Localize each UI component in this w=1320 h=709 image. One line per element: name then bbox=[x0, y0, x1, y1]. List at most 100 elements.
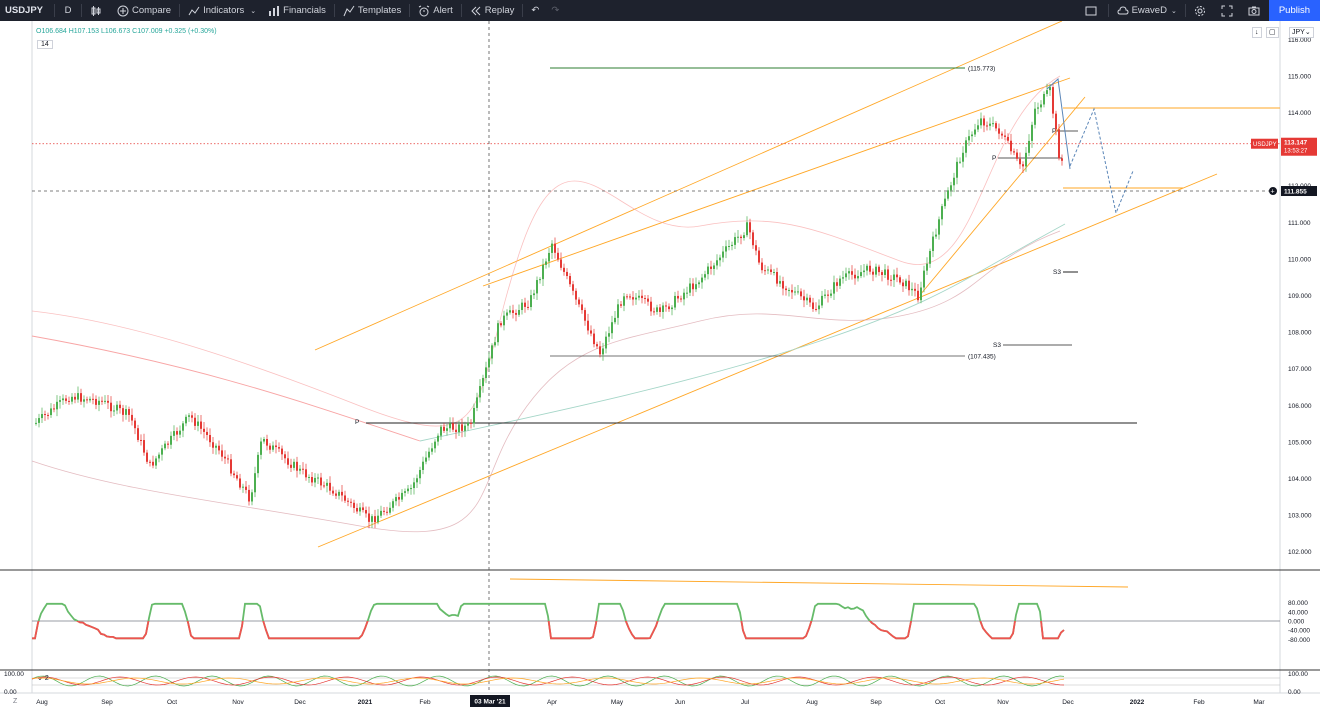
undo-button[interactable]: ↶ bbox=[525, 0, 545, 21]
replay-button[interactable]: Replay bbox=[464, 0, 521, 21]
candle-body bbox=[443, 426, 445, 431]
oscillator-tick-label: 0.000 bbox=[1288, 619, 1305, 626]
candle-body bbox=[779, 281, 781, 284]
candle-body bbox=[44, 414, 46, 416]
compare-button[interactable]: Compare bbox=[111, 0, 177, 21]
candle-body bbox=[218, 445, 220, 451]
candle-body bbox=[245, 486, 247, 490]
toolbar-divider bbox=[54, 4, 55, 17]
price-tick-label: 102.000 bbox=[1288, 549, 1312, 556]
layout-name-button[interactable]: EwaveD ⌄ bbox=[1111, 0, 1183, 21]
candle-body bbox=[986, 125, 988, 127]
crosshair-plus-glyph: + bbox=[1271, 189, 1275, 196]
candle-body bbox=[512, 310, 514, 313]
candle-body bbox=[203, 428, 205, 432]
financials-button[interactable]: Financials bbox=[262, 0, 332, 21]
candle-body bbox=[68, 400, 70, 402]
pivot-mid-label: P bbox=[992, 155, 996, 162]
candle-body bbox=[785, 288, 787, 291]
candle-body bbox=[704, 274, 706, 278]
undo-icon: ↶ bbox=[531, 5, 540, 16]
indicators-button[interactable]: Indicators ⌄ bbox=[182, 0, 262, 21]
candle-body bbox=[464, 425, 466, 431]
candle-body bbox=[950, 185, 952, 191]
candle-body bbox=[716, 260, 718, 266]
candle-body bbox=[737, 236, 739, 238]
symbol-search[interactable]: USDJPY bbox=[5, 5, 44, 16]
candle-body bbox=[926, 263, 928, 271]
candle-body bbox=[800, 291, 802, 297]
time-tick-label: Sep bbox=[101, 699, 113, 706]
templates-button[interactable]: Templates bbox=[337, 0, 407, 21]
candle-body bbox=[821, 295, 823, 306]
bollinger-band-lower bbox=[31, 230, 1061, 533]
candle-body bbox=[509, 310, 511, 313]
candle-body bbox=[839, 278, 841, 286]
time-tick-label: 2021 bbox=[358, 699, 373, 706]
time-tick-label: Oct bbox=[167, 699, 177, 706]
price-tick-label: 115.000 bbox=[1288, 73, 1311, 80]
toolbar-divider bbox=[81, 4, 82, 17]
candle-body bbox=[344, 495, 346, 501]
countdown-label: 13:53:27 bbox=[1284, 149, 1308, 155]
scroll-down-button[interactable]: ↓ bbox=[1252, 27, 1262, 38]
s3-upper-label: S3 bbox=[1053, 269, 1061, 276]
candle-body bbox=[602, 348, 604, 355]
candle-body bbox=[158, 454, 160, 459]
settings-button[interactable] bbox=[1188, 0, 1215, 21]
candle-body bbox=[590, 330, 592, 334]
redo-button[interactable]: ↷ bbox=[545, 0, 565, 21]
candle-body bbox=[971, 134, 973, 137]
crosshair-price-tag bbox=[1281, 186, 1317, 197]
price-tick-label: 108.000 bbox=[1288, 330, 1312, 337]
candle-body bbox=[374, 516, 376, 523]
candle-body bbox=[752, 232, 754, 246]
snapshot-button[interactable] bbox=[1242, 0, 1269, 21]
candle-body bbox=[242, 486, 244, 488]
candle-body bbox=[587, 320, 589, 331]
layout-toggle-button[interactable] bbox=[1079, 0, 1106, 21]
candle-body bbox=[62, 398, 64, 401]
candle-body bbox=[116, 404, 118, 411]
camera-icon bbox=[1248, 6, 1260, 15]
candle-body bbox=[254, 473, 256, 493]
candle-body bbox=[887, 269, 889, 280]
candle-body bbox=[314, 477, 316, 483]
time-tick-label: Oct bbox=[935, 699, 945, 706]
candle-body bbox=[974, 129, 976, 135]
price-tick-label: 109.000 bbox=[1288, 293, 1312, 300]
lower-indicator-badge[interactable]: ⌄ 2 bbox=[37, 674, 49, 682]
candle-body bbox=[206, 431, 208, 435]
alert-button[interactable]: Alert bbox=[412, 0, 459, 21]
top-toolbar: USDJPY D Compare Indicators ⌄ Financials… bbox=[0, 0, 1320, 21]
zoom-toggle[interactable]: Z bbox=[13, 698, 18, 705]
publish-button[interactable]: Publish bbox=[1268, 0, 1320, 21]
crosshair-date-tag bbox=[470, 695, 510, 707]
chart-style-button[interactable] bbox=[84, 0, 111, 21]
candle-body bbox=[1049, 87, 1051, 91]
candle-body bbox=[629, 296, 631, 298]
candle-body bbox=[770, 269, 772, 273]
candle-body bbox=[875, 266, 877, 275]
candle-body bbox=[473, 407, 475, 424]
chart-canvas[interactable]: 116.000115.000114.000113.000112.000111.0… bbox=[0, 21, 1320, 709]
candle-body bbox=[119, 404, 121, 409]
interval-selector[interactable]: D bbox=[64, 5, 72, 16]
currency-selector[interactable]: JPY⌄ bbox=[1289, 27, 1314, 38]
candle-body bbox=[326, 482, 328, 486]
candle-body bbox=[1010, 140, 1012, 152]
indicator-period-badge[interactable]: 14 bbox=[37, 40, 53, 49]
candle-body bbox=[233, 473, 235, 476]
candle-body bbox=[470, 422, 472, 424]
candle-body bbox=[608, 333, 610, 337]
candle-body bbox=[215, 445, 217, 448]
candle-body bbox=[698, 282, 700, 285]
candle-body bbox=[311, 476, 313, 483]
candle-body bbox=[593, 333, 595, 345]
crosshair-plus-icon bbox=[1269, 187, 1277, 196]
candle-body bbox=[290, 464, 292, 468]
maximize-pane-button[interactable]: ▢ bbox=[1266, 27, 1279, 38]
toolbar-divider bbox=[333, 4, 335, 17]
fullscreen-button[interactable] bbox=[1215, 0, 1242, 21]
